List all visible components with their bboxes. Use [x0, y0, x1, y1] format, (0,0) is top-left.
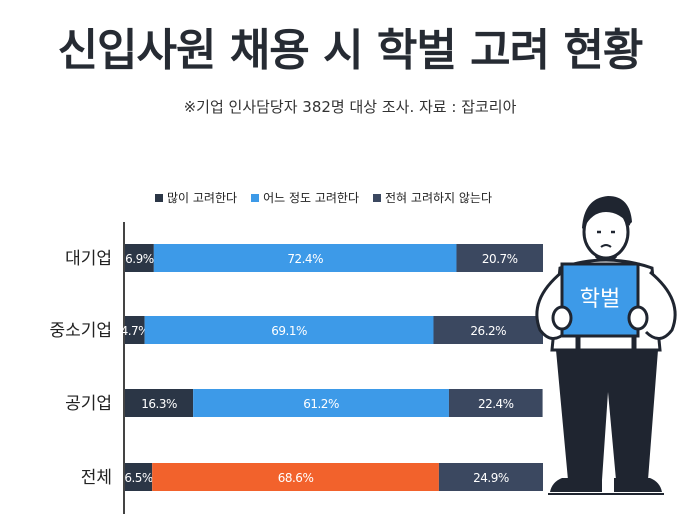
data-label: 24.9% — [473, 471, 509, 485]
bar-segment-somewhat — [144, 316, 434, 344]
legend-item-much: 많이 고려한다 — [155, 189, 237, 206]
category-label: 전체 — [81, 468, 112, 488]
category-label: 대기업 — [65, 249, 112, 269]
data-label: 4.7% — [121, 324, 150, 338]
bar-segment-much — [125, 244, 154, 272]
bar-segment-much — [125, 316, 145, 344]
data-label: 61.2% — [303, 397, 339, 411]
data-label: 6.5% — [124, 471, 153, 485]
data-label: 22.4% — [478, 397, 514, 411]
data-label: 6.9% — [125, 252, 154, 266]
data-label: 72.4% — [287, 252, 323, 266]
legend-swatch-not-at-all — [373, 193, 382, 202]
legend-label-much: 많이 고려한다 — [167, 191, 238, 205]
bar-segment-somewhat — [153, 244, 457, 272]
chart-subtitle: ※기업 인사담당자 382명 대상 조사. 자료 : 잡코리아 — [183, 98, 517, 116]
category-label: 공기업 — [65, 394, 112, 414]
legend-swatch-much — [155, 193, 163, 202]
chart-title: 신입사원 채용 시 학벌 고려 현황 — [57, 25, 644, 76]
data-label: 69.1% — [271, 324, 307, 338]
legend-item-somewhat: 어느 정도 고려한다 — [251, 189, 359, 206]
legend: 많이 고려한다 어느 정도 고려한다 전혀 고려하지 않는다 — [155, 189, 575, 206]
bar-segment-somewhat — [152, 463, 439, 491]
legend-label-not-at-all: 전혀 고려하지 않는다 — [385, 191, 493, 205]
category-label: 중소기업 — [49, 321, 112, 341]
data-label: 68.6% — [278, 471, 314, 485]
legend-swatch-somewhat — [251, 193, 260, 202]
bar-segment-not-at-all — [438, 463, 543, 491]
legend-label-somewhat: 어느 정도 고려한다 — [263, 191, 360, 205]
bar-segment-much — [125, 389, 194, 417]
data-label: 20.7% — [482, 252, 518, 266]
sign-label: 학벌 — [580, 287, 620, 312]
data-label: 16.3% — [141, 397, 177, 411]
bar-segment-somewhat — [193, 389, 449, 417]
bar-segment-not-at-all — [433, 316, 543, 344]
legend-item-not-at-all: 전혀 고려하지 않는다 — [373, 189, 492, 206]
bar-segment-not-at-all — [448, 389, 543, 417]
bar-segment-much — [125, 463, 153, 491]
data-label: 26.2% — [470, 324, 506, 338]
bar-segment-not-at-all — [456, 244, 543, 272]
